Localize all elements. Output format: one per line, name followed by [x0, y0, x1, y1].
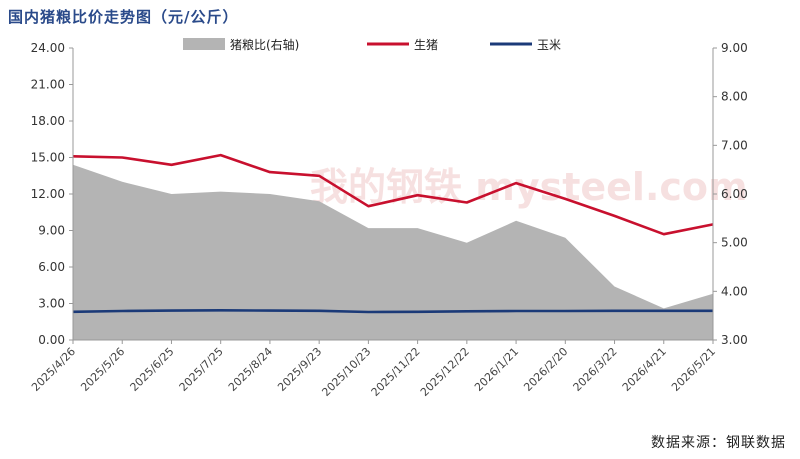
- series-line-1: [72, 153, 714, 236]
- y-right-tick-label: 7.00: [721, 138, 748, 152]
- y-left-tick-label: 21.00: [31, 78, 65, 92]
- y-left-tick-label: 0.00: [38, 333, 65, 347]
- x-tick-label: 2026/4/21: [620, 345, 669, 394]
- x-tick-label: 2026/5/21: [669, 345, 718, 394]
- legend-swatch-0: [183, 38, 225, 50]
- x-tick-label: 2026/3/22: [571, 345, 620, 394]
- y-left-tick-label: 3.00: [38, 297, 65, 311]
- y-right-tick-label: 6.00: [721, 187, 748, 201]
- legend: 猪粮比(右轴) 生猪 玉米: [183, 37, 561, 52]
- x-tick-label: 2025/10/23: [319, 345, 373, 399]
- data-source: 数据来源：钢联数据: [651, 435, 786, 451]
- series-area-0: [73, 164, 713, 340]
- y-left-tick-label: 6.00: [38, 260, 65, 274]
- chart-title: 国内猪粮比价走势图（元/公斤）: [8, 8, 239, 26]
- y-left-tick-label: 15.00: [31, 151, 65, 165]
- x-tick-label: 2026/2/20: [521, 345, 570, 394]
- x-tick-label: 2025/8/24: [226, 345, 275, 394]
- x-tick-label: 2025/9/23: [275, 345, 324, 394]
- pig-grain-ratio-area-layer: [73, 164, 713, 340]
- y-right-tick-label: 3.00: [721, 333, 748, 347]
- y-left-tick-label: 9.00: [38, 224, 65, 238]
- x-tick-label: 2025/11/22: [369, 345, 423, 399]
- legend-label-2: 玉米: [537, 38, 561, 52]
- y-left-tick-label: 12.00: [31, 187, 65, 201]
- legend-label-1: 生猪: [414, 38, 438, 52]
- x-tick-label: 2025/7/25: [177, 345, 226, 394]
- x-tick-label: 2025/6/25: [128, 345, 177, 394]
- series-line-2: [72, 309, 713, 314]
- y-right-tick-label: 9.00: [721, 41, 748, 55]
- x-tick-label: 2026/1/21: [472, 345, 521, 394]
- y-right-tick-label: 4.00: [721, 284, 748, 298]
- y-right-tick-label: 5.00: [721, 236, 748, 250]
- x-tick-label: 2025/4/26: [29, 345, 78, 394]
- x-tick-label: 2025/12/22: [418, 345, 472, 399]
- y-left-tick-label: 18.00: [31, 114, 65, 128]
- line-series-layer: [72, 153, 714, 314]
- x-tick-label: 2025/5/26: [78, 345, 127, 394]
- y-left-tick-label: 24.00: [31, 41, 65, 55]
- legend-label-0: 猪粮比(右轴): [230, 37, 299, 52]
- y-right-tick-label: 8.00: [721, 90, 748, 104]
